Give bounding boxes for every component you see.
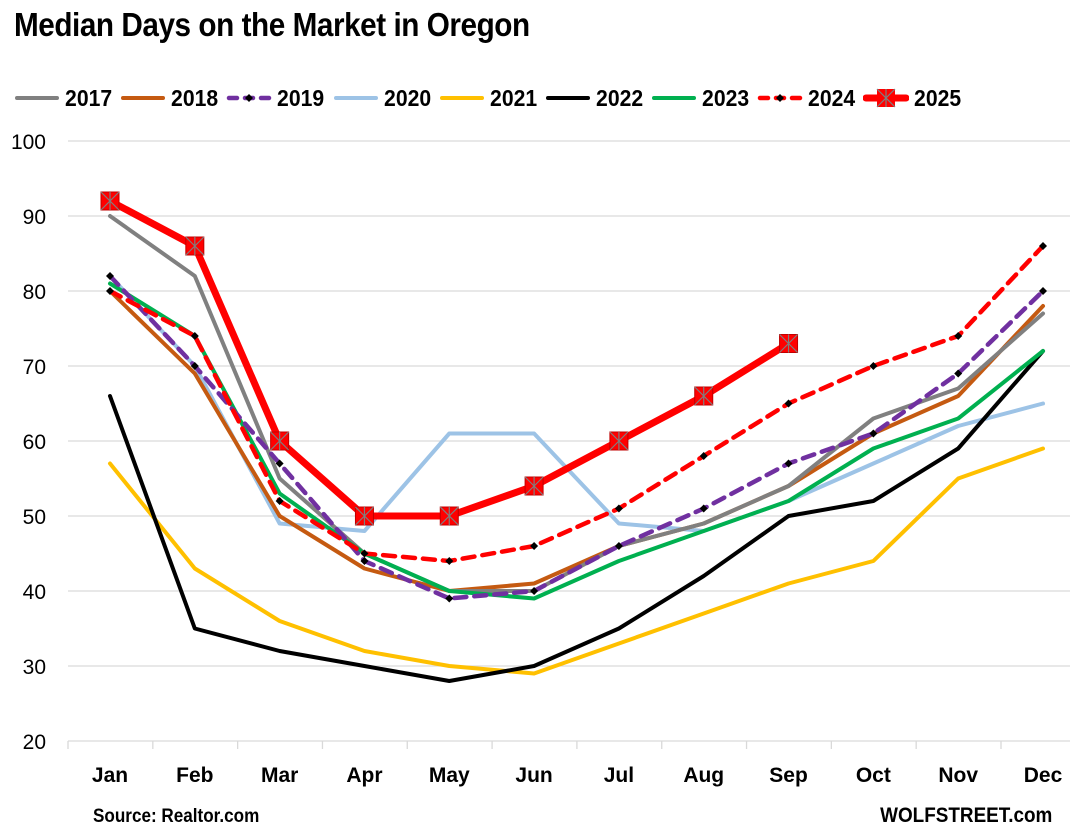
series-line-2023 [108,281,1045,601]
y-tick-label: 70 [23,356,46,379]
point-2019-Jul [614,542,623,550]
legend-swatch-2023 [652,96,697,100]
legend-label: 2018 [171,84,219,111]
point-2019-Jan [106,272,114,280]
point-2024-May [445,557,454,565]
series-line-2022 [108,349,1045,683]
x-tick-label: Jul [604,764,634,787]
y-tick-label: 80 [23,281,46,304]
y-tick-label: 30 [23,656,46,679]
point-2019-Mar [275,459,284,468]
point-2024-Jun [530,542,539,550]
point-2019-Aug [699,504,708,513]
series-line-2024 [107,243,1046,564]
legend-label: 2019 [277,84,325,111]
point-2025-Feb [185,236,205,256]
point-2024-Aug [699,452,708,460]
point-2024-Oct [869,362,878,370]
point-2025-May [439,506,459,526]
point-2025-Jul [609,431,629,451]
point-2019-Oct [869,429,878,438]
y-tick-label: 40 [23,581,46,604]
legend-swatch-2024 [757,94,803,102]
x-tick-label: Aug [683,764,724,787]
y-tick-label: 20 [23,731,46,754]
legend-label: 2021 [489,84,537,111]
point-2024-Jul [614,504,623,513]
legend-item-2024: 2024 [757,85,859,112]
y-axis-ticks: 20 30 40 50 60 70 80 90 100 [11,131,46,754]
x-tick-label: Sep [769,764,808,787]
legend-item-2023: 2023 [651,85,753,112]
legend-item-2019: 2019 [226,85,328,112]
gridlines [68,140,1070,667]
legend-label: 2023 [702,84,750,111]
legend-swatch-2025 [863,88,910,108]
series-line-2020 [108,274,1045,533]
legend-label: 2017 [65,84,113,111]
legend-item-2022: 2022 [545,85,647,112]
series-line-2018 [108,289,1045,593]
legend-swatch-2022 [545,96,590,100]
point-2019-Feb [190,362,199,370]
x-axis: Jan Feb Mar Apr May Jun Jul Aug Sep Oct Nov Dec [67,740,1070,787]
chart-title: Median Days on the Market in Oregon [14,6,530,43]
legend-label: 2024 [808,84,856,111]
series-lines [106,197,1046,683]
series-line-2021 [108,446,1045,676]
point-2019-Dec [1039,287,1047,295]
legend-label: 2022 [595,84,643,111]
legend-item-2025: 2025 [863,85,965,112]
y-tick-label: 100 [11,131,46,154]
x-tick-label: Feb [176,764,213,787]
legend-swatch-2017 [15,96,59,100]
x-tick-label: Nov [938,764,978,787]
point-2024-Sep [784,399,793,408]
series-line-2019 [107,273,1046,601]
y-tick-label: 90 [23,206,46,229]
legend: 2017 2018 2019 2020 2021 2022 2023 2024 2025 [14,82,970,114]
legend-item-2021: 2021 [439,85,541,112]
point-2024-Nov [954,332,963,340]
point-2019-Nov [954,369,963,378]
legend-item-2018: 2018 [120,85,222,112]
x-tick-label: Jun [515,764,552,787]
y-tick-label: 50 [23,506,46,529]
point-2025-Apr [354,506,374,526]
legend-swatch-2020 [333,96,378,100]
legend-item-2020: 2020 [333,85,435,112]
point-2024-Dec [1039,242,1047,250]
point-2024-Mar [275,497,284,505]
x-tick-label: May [429,764,470,787]
y-tick-label: 60 [23,431,46,454]
brand-label: WOLFSTREET.com [879,804,1052,827]
point-2025-Mar [270,431,290,451]
point-2019-Sep [784,459,793,468]
source-note: Source: Realtor.com [93,806,260,827]
point-2019-Apr [360,557,369,565]
point-2024-Jan [106,287,114,295]
series-markers [100,191,1047,603]
legend-swatch-2018 [121,96,166,100]
x-tick-label: Jan [92,764,128,787]
x-tick-label: Apr [346,764,382,787]
point-2025-Sep [779,334,799,353]
legend-swatch-2019 [227,94,272,102]
x-tick-label: Mar [261,764,298,787]
point-2019-Jun [530,587,539,595]
point-2025-Aug [694,386,714,406]
legend-label: 2025 [914,84,962,111]
point-2024-Feb [190,332,199,340]
point-2025-Jun [524,476,544,496]
legend-swatch-2021 [439,96,484,100]
x-tick-label: Dec [1024,764,1063,787]
point-2024-Apr [360,549,369,558]
x-tick-label: Oct [856,764,891,787]
legend-item-2017: 2017 [14,85,116,112]
legend-label: 2020 [383,84,431,111]
point-2019-May [445,594,454,603]
point-2025-Jan [100,191,120,211]
